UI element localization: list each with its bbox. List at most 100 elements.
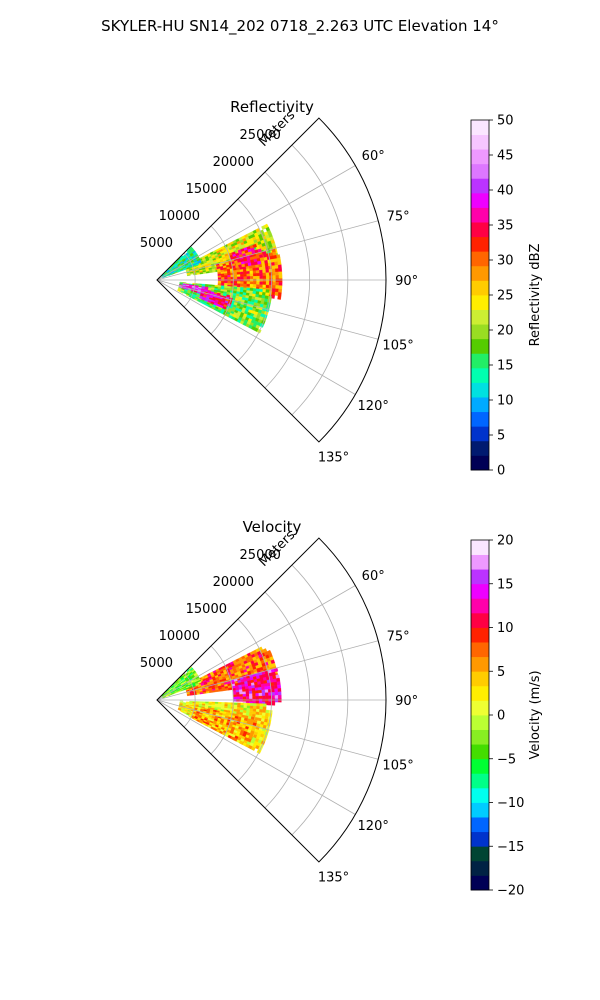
echo-cell xyxy=(246,705,251,709)
echo-cell xyxy=(236,696,240,700)
echo-cell xyxy=(239,269,244,273)
colorbar-tick-label: 45 xyxy=(497,149,514,164)
colorbar-segment xyxy=(471,583,489,599)
echo-cell xyxy=(249,705,254,709)
echo-cell xyxy=(217,280,222,284)
echo-cell xyxy=(221,688,226,692)
azimuth-tick-label: 75° xyxy=(387,629,410,644)
echo-cell xyxy=(276,681,281,686)
echo-cell xyxy=(195,263,200,266)
echo-cell xyxy=(277,691,282,696)
echo-cell xyxy=(240,276,244,280)
echo-cell xyxy=(246,287,251,291)
echo-cell xyxy=(255,690,259,694)
echo-cell xyxy=(255,267,260,271)
echo-cell xyxy=(222,306,227,310)
colorbar-tick-label: 10 xyxy=(497,621,514,636)
range-tick-label: 5000 xyxy=(140,656,173,671)
echo-cell xyxy=(272,285,276,289)
echo-cell xyxy=(218,689,223,692)
echo-cell xyxy=(249,696,253,700)
colorbar-tick-label: 50 xyxy=(497,114,514,129)
echo-cell xyxy=(264,689,269,693)
colorbar-tick-label: 5 xyxy=(497,665,505,680)
echo-cell xyxy=(224,273,228,276)
colorbar-segment xyxy=(471,875,489,891)
echo-cell xyxy=(243,705,248,709)
echo-cell xyxy=(238,264,243,268)
reflectivity-panel: Reflectivity 500010000150002000025000Met… xyxy=(140,98,543,479)
echo-cell xyxy=(254,681,258,686)
colorbar-segment xyxy=(471,612,489,628)
echo-cell xyxy=(278,281,283,286)
echo-cell xyxy=(270,682,275,687)
echo-cell xyxy=(186,274,191,277)
echo-cell xyxy=(245,691,250,695)
colorbar-segment xyxy=(471,324,489,340)
echo-cell xyxy=(275,288,279,293)
colorbar-segment xyxy=(471,353,489,369)
colorbar-tick-label: 35 xyxy=(497,219,514,234)
range-tick-label: 10000 xyxy=(159,629,200,644)
echo-cell xyxy=(233,276,238,280)
echo-cell xyxy=(262,266,266,271)
echo-cell xyxy=(253,705,257,710)
echo-cell xyxy=(258,692,263,697)
panel-title: Velocity xyxy=(243,518,302,536)
echo-cell xyxy=(234,702,238,706)
echo-cell xyxy=(262,698,266,703)
colorbar-tick-label: 15 xyxy=(497,577,514,592)
echo-cell xyxy=(242,691,247,695)
colorbar-tick-label: 15 xyxy=(497,359,514,374)
colorbar-segment xyxy=(471,236,489,252)
echo-cell xyxy=(252,273,257,277)
azimuth-tick-label: 60° xyxy=(362,569,385,584)
echo-cell xyxy=(202,691,207,694)
echo-cell xyxy=(271,688,275,693)
colorbar-segment xyxy=(471,295,489,310)
echo-cell xyxy=(236,283,241,287)
echo-cell xyxy=(221,277,225,280)
echo-cell xyxy=(271,265,276,270)
echo-cell xyxy=(270,685,275,690)
echo-cell xyxy=(277,684,282,689)
echo-cell xyxy=(236,694,240,698)
echo-cell xyxy=(276,677,281,683)
echo-cell xyxy=(265,272,270,276)
colorbar-segment xyxy=(471,149,489,165)
colorbar-tick-label: −10 xyxy=(497,796,524,811)
range-tick-label: 15000 xyxy=(186,602,227,617)
colorbar-segment xyxy=(471,309,489,325)
echo-cell xyxy=(202,271,207,274)
echo-cell xyxy=(237,281,241,284)
colorbar-segment xyxy=(471,338,489,354)
colorbar-tick-label: 0 xyxy=(497,709,505,724)
echo-cell xyxy=(197,681,202,684)
echo-cell xyxy=(274,688,279,693)
azimuth-tick-label: 105° xyxy=(382,759,413,774)
echo-cell xyxy=(246,283,251,287)
echo-cell xyxy=(233,737,238,742)
echo-cell xyxy=(276,257,281,262)
echo-cell xyxy=(227,702,232,705)
echo-cell xyxy=(258,712,263,716)
echo-cell xyxy=(180,291,184,294)
echo-cell xyxy=(252,267,257,272)
range-tick-label: 25000 xyxy=(240,128,281,143)
colorbar-segment xyxy=(471,831,489,847)
echo-cell xyxy=(242,268,247,272)
echo-cell xyxy=(277,295,282,300)
echo-cell xyxy=(250,262,255,266)
colorbar-segment xyxy=(471,251,489,267)
echo-cell xyxy=(262,281,267,286)
colorbar-segment xyxy=(471,411,489,427)
colorbar-segment xyxy=(471,455,489,471)
echo-cell xyxy=(268,268,273,273)
range-tick-label: 15000 xyxy=(186,182,227,197)
colorbar-segment xyxy=(471,397,489,413)
echo-cell xyxy=(262,709,267,714)
echo-cell xyxy=(274,698,279,703)
colorbar-segment xyxy=(471,163,489,179)
echo-cell xyxy=(255,693,260,697)
echo-cell xyxy=(233,696,237,700)
